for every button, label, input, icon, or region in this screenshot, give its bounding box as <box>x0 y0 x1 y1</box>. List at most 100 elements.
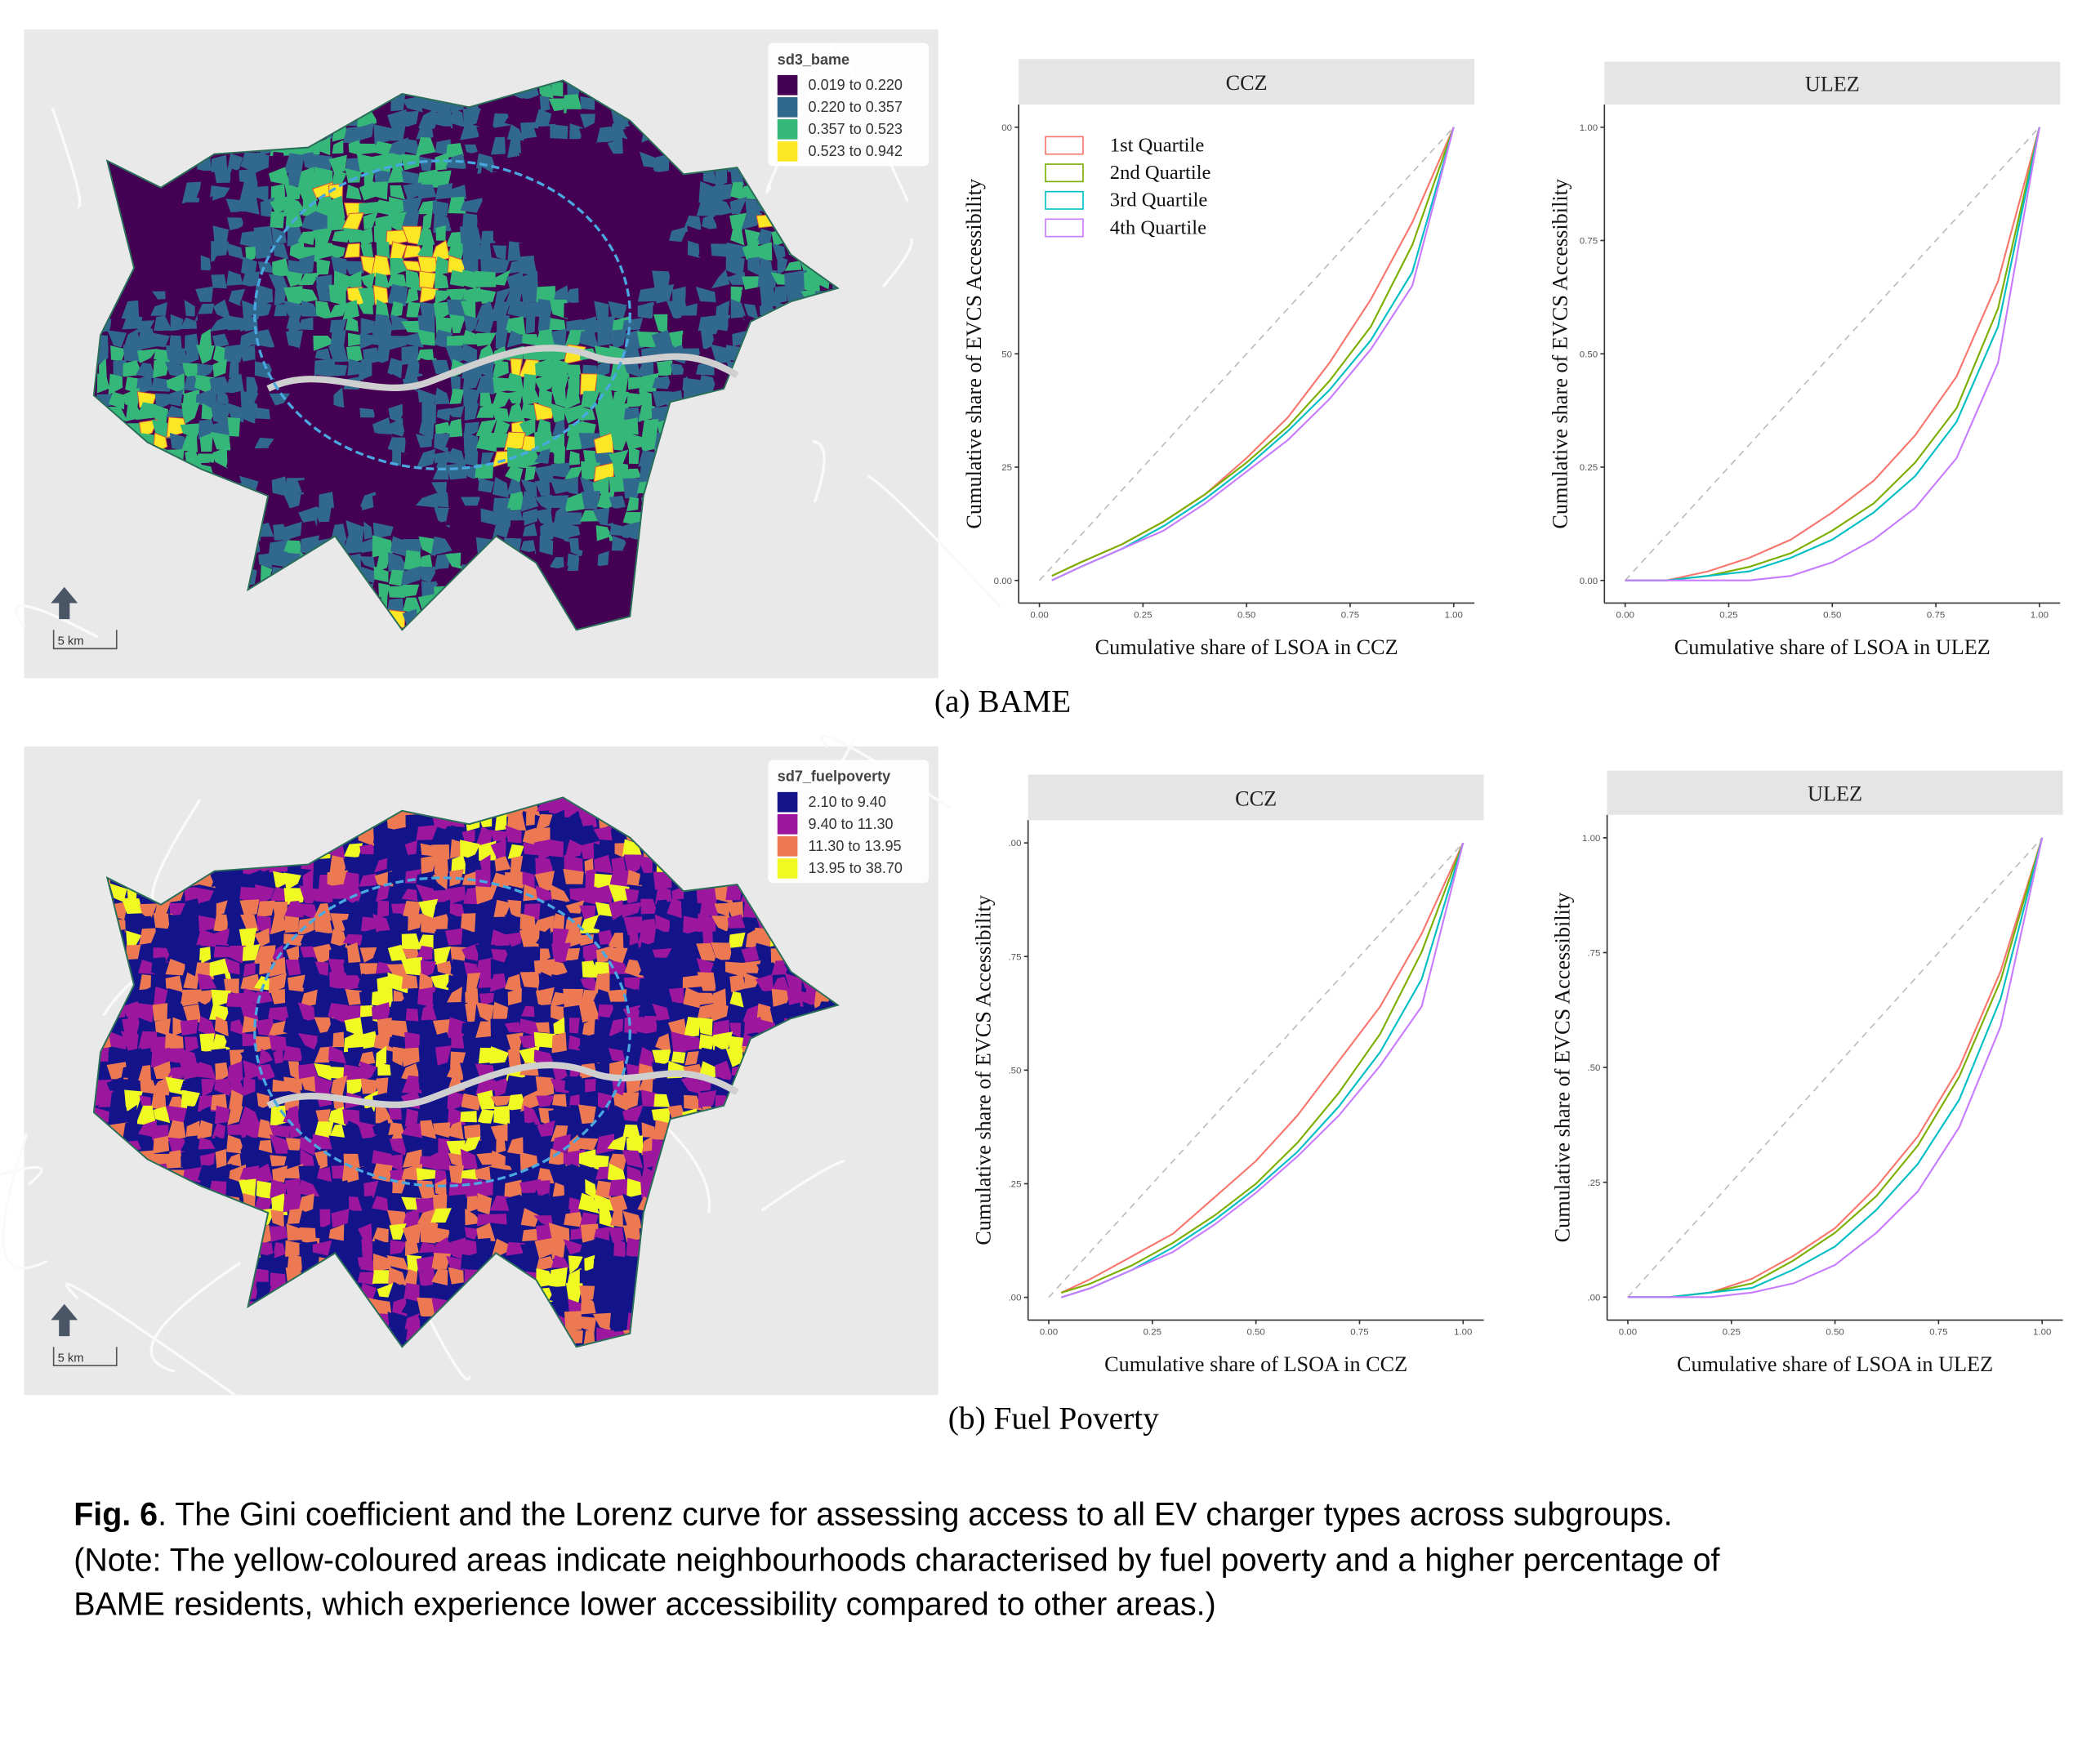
map-zone <box>626 870 643 887</box>
map-zone <box>596 285 614 305</box>
map-zone <box>419 508 437 528</box>
map-zone <box>580 316 596 336</box>
map-zone <box>404 139 421 156</box>
map-zone <box>740 960 761 973</box>
map-zone <box>597 329 613 347</box>
map-zone <box>537 1120 555 1137</box>
map-zone <box>297 1002 315 1022</box>
lorenz-curve <box>1060 842 1465 1298</box>
map-zone <box>539 96 551 113</box>
map-zone <box>269 421 289 434</box>
map-zone <box>328 986 350 1006</box>
map-zone <box>360 1137 375 1151</box>
map-zone <box>479 167 491 186</box>
map-legend-label: 11.30 to 13.95 <box>809 838 902 854</box>
map-zone <box>432 1108 450 1127</box>
map-zone <box>401 933 421 950</box>
map-zone <box>522 450 542 468</box>
map-zone <box>493 418 510 435</box>
map-zone <box>259 958 274 975</box>
map-zone <box>229 945 247 964</box>
map-zone <box>269 393 291 406</box>
map-road <box>881 238 913 288</box>
map-zone <box>136 1136 158 1154</box>
map-zone <box>299 254 315 276</box>
map-zone <box>577 522 600 538</box>
legend-label: 4th Quartile <box>1110 216 1206 238</box>
map-zone <box>696 958 716 977</box>
map-zone <box>181 435 198 452</box>
map-zone <box>403 182 421 200</box>
map-zone <box>373 1209 390 1227</box>
map-zone <box>212 1122 226 1138</box>
map-zone <box>372 1134 394 1152</box>
map-zone <box>139 301 153 322</box>
map-zone <box>435 421 452 435</box>
map-zone <box>519 1018 539 1037</box>
map-zone <box>622 537 641 553</box>
map-zone <box>213 946 232 958</box>
map-zone <box>138 226 157 243</box>
map-zone <box>401 170 420 185</box>
map-road <box>760 1159 845 1212</box>
map-zone <box>549 557 564 570</box>
map-zone <box>357 973 378 995</box>
map-zone <box>593 826 614 841</box>
map-zone <box>401 973 418 989</box>
map-zone <box>549 1267 568 1289</box>
map-zone <box>578 914 600 933</box>
map-zone <box>253 225 274 248</box>
map-zone <box>435 256 452 275</box>
map-zone <box>492 245 507 261</box>
map-legend-swatch <box>777 141 798 162</box>
map-zone <box>520 388 541 405</box>
map-zone <box>374 858 388 873</box>
map-zone <box>201 403 216 420</box>
map-zone <box>198 328 212 349</box>
map-zone <box>180 241 202 258</box>
map-zone <box>777 256 788 275</box>
map-zone <box>197 453 216 464</box>
map-zone <box>570 1228 585 1240</box>
map-zone <box>405 286 419 304</box>
map-zone <box>535 987 555 1009</box>
map-zone <box>297 902 319 920</box>
map-zone <box>658 931 674 946</box>
map-zone <box>348 332 363 347</box>
map-zone <box>548 839 564 862</box>
map-zone <box>122 1018 141 1036</box>
map-zone <box>377 1283 393 1298</box>
map-zone <box>254 928 270 947</box>
map-zone <box>569 888 586 902</box>
map-zone <box>597 1004 616 1021</box>
map-zone <box>332 140 344 154</box>
map-zone <box>165 1076 187 1096</box>
map-zone <box>283 872 301 891</box>
map-zone <box>492 113 511 128</box>
map-zone <box>299 1137 317 1156</box>
map-zone <box>584 1254 595 1272</box>
map-zone <box>608 933 624 950</box>
map-zone <box>241 256 257 278</box>
map-zone <box>390 185 405 200</box>
map-zone <box>180 914 199 934</box>
map-zone <box>153 1135 170 1154</box>
map-zone <box>211 989 231 1008</box>
map-zone <box>625 888 640 904</box>
map-zone <box>475 200 497 217</box>
map-zone <box>609 1254 631 1272</box>
map-zone <box>345 1238 365 1259</box>
map-zone <box>460 930 479 950</box>
map-zone <box>164 1031 185 1052</box>
map-zone <box>622 988 640 1009</box>
map-zone <box>592 476 609 498</box>
map-zone <box>358 300 374 314</box>
map-zone <box>229 168 241 188</box>
map-zone <box>534 1237 555 1259</box>
map-zone <box>327 446 349 466</box>
map-zone <box>209 1004 230 1021</box>
map-zone <box>255 1079 274 1097</box>
map-zone <box>283 540 303 555</box>
map-zone <box>126 930 142 946</box>
